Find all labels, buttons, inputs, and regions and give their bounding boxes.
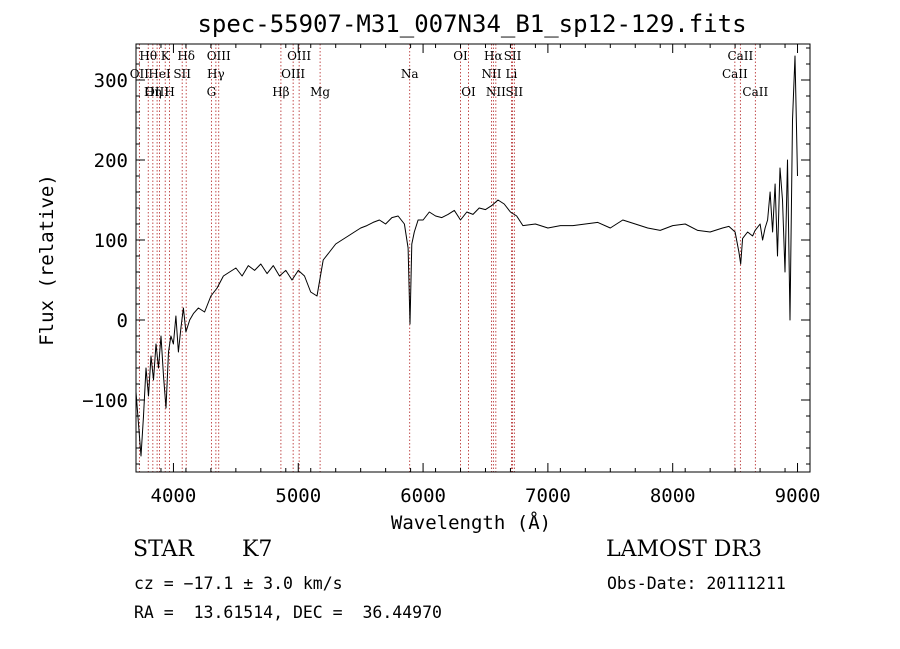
axes: 4000 5000 6000 7000 8000 9000 −100 0 100 200 300 <box>82 44 820 507</box>
emission-line-label: Li <box>506 67 518 81</box>
emission-line-label: OIII <box>281 67 305 81</box>
y-axis-label: Flux (relative) <box>36 174 58 346</box>
emission-line-label: CaII <box>727 49 753 63</box>
emission-line-markers <box>138 44 756 472</box>
emission-line-label: Hθ <box>139 49 157 63</box>
emission-line-label: Mg <box>310 85 330 99</box>
emission-line-label: OIII <box>207 49 231 63</box>
emission-line-label: NII <box>481 67 501 81</box>
emission-line-label: K <box>161 49 171 63</box>
emission-line-label: SII <box>505 85 523 99</box>
x-tick-label: 8000 <box>650 485 696 507</box>
emission-line-label: CaII <box>722 67 748 81</box>
emission-line-label: OIII <box>145 85 169 99</box>
y-tick-label: 200 <box>94 150 128 172</box>
emission-line-label: OIII <box>287 49 311 63</box>
object-subclass: K7 <box>242 537 273 562</box>
survey-name: LAMOST DR3 <box>606 537 762 562</box>
y-tick-label: 0 <box>117 310 128 332</box>
emission-line-label: Hα <box>484 49 503 63</box>
emission-line-label: H <box>164 85 174 99</box>
emission-line-label: Hη <box>144 85 162 99</box>
spectrum-series-line <box>135 55 798 457</box>
plot-frame <box>135 43 811 473</box>
x-tick-label: 7000 <box>525 485 571 507</box>
emission-line-label: G <box>207 85 217 99</box>
observation-date: Obs-Date: 20111211 <box>607 574 786 593</box>
emission-line-label: Hβ <box>272 85 289 99</box>
object-class: STAR <box>133 537 194 562</box>
y-tick-label: 100 <box>94 230 128 252</box>
emission-line-label: Hδ <box>177 49 195 63</box>
x-tick-label: 5000 <box>275 485 321 507</box>
x-tick-label: 6000 <box>400 485 446 507</box>
emission-line-label: SII <box>504 49 522 63</box>
x-tick-label: 4000 <box>151 485 197 507</box>
emission-line-label: SII <box>173 67 191 81</box>
ra-dec-coordinates: RA = 13.61514, DEC = 36.44970 <box>134 603 442 622</box>
chart-title: spec-55907-M31_007N34_B1_sp12-129.fits <box>197 10 746 38</box>
emission-line-label: Hγ <box>207 67 225 81</box>
emission-line-label: Na <box>401 67 419 81</box>
y-tick-label: −100 <box>82 390 128 412</box>
emission-line-label: HeI <box>148 67 171 81</box>
emission-line-label: OII <box>130 67 150 81</box>
x-tick-label: 9000 <box>775 485 821 507</box>
x-axis-label: Wavelength (Å) <box>391 511 551 534</box>
emission-line-label: CaII <box>742 85 768 99</box>
emission-line-label: NII <box>486 85 506 99</box>
emission-line-label: OI <box>461 85 476 99</box>
emission-line-label: OI <box>453 49 468 63</box>
redshift-velocity: cz = −17.1 ± 3.0 km/s <box>134 574 343 593</box>
y-tick-label: 300 <box>94 70 128 92</box>
